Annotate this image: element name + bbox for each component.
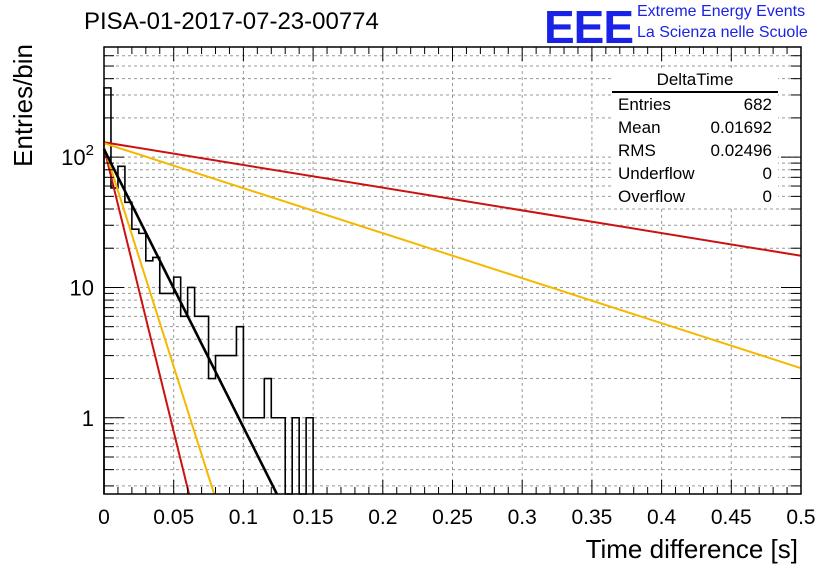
stats-value: 0.01692 (710, 118, 772, 137)
stats-row-entries: Entries 682 (612, 93, 778, 116)
stats-title: DeltaTime (612, 70, 778, 93)
x-tick-label: 0.4 (647, 506, 677, 529)
stats-box: DeltaTime Entries 682 Mean 0.01692 RMS 0… (612, 70, 778, 208)
fit-line-black (102, 148, 279, 495)
curve-orange-slow (103, 142, 802, 370)
stats-value: 0.02496 (710, 141, 772, 160)
histogram-bin (111, 188, 118, 494)
histogram-bin (153, 257, 160, 494)
stats-label: Underflow (618, 164, 695, 183)
x-axis-label: Time difference [s] (586, 534, 798, 564)
histogram-bin (278, 418, 285, 494)
stats-label: Mean (618, 118, 661, 137)
stats-row-overflow: Overflow 0 (612, 185, 778, 208)
logo-tagline-2: La Scienza nelle Scuole (637, 24, 808, 41)
x-tick-label: 0.25 (432, 506, 473, 529)
x-tick-label: 0.5 (786, 506, 815, 529)
x-tick-label: 0.2 (368, 506, 397, 529)
stats-label: Overflow (618, 187, 686, 206)
stats-row-rms: RMS 0.02496 (612, 139, 778, 162)
histogram-outline (103, 87, 314, 495)
y-axis-label: Entries/bin (8, 44, 38, 167)
histogram-bin (306, 418, 313, 494)
stats-row-underflow: Underflow 0 (612, 162, 778, 185)
stats-value: 682 (743, 95, 772, 114)
x-tick-label: 0.3 (508, 506, 537, 529)
grid-lines (104, 46, 801, 494)
logo-tagline-1: Extreme Energy Events (637, 3, 806, 20)
histogram-bin (222, 356, 229, 494)
y-tick-label: 10 (70, 275, 94, 300)
stats-value: 0 (762, 187, 772, 206)
histogram-bin (236, 327, 243, 494)
histogram-bin (229, 356, 236, 494)
x-tick-label: 0 (98, 506, 110, 529)
y-tick-label: 1 (82, 406, 94, 431)
x-tick-label: 0.45 (711, 506, 752, 529)
histogram-bin (167, 293, 174, 494)
x-tick-label: 0.1 (229, 506, 258, 529)
histogram-bin (292, 418, 299, 494)
eee-logo: EEE (544, 1, 634, 53)
fit-curves-layer (102, 141, 802, 495)
stats-label: Entries (618, 95, 671, 114)
x-tick-label: 0.15 (293, 506, 334, 529)
x-tick-label: 0.05 (153, 506, 194, 529)
stats-row-mean: Mean 0.01692 (612, 116, 778, 139)
stats-label: RMS (618, 141, 656, 160)
histogram-layer (103, 87, 314, 495)
y-tick-label: 102 (61, 142, 94, 170)
axis-ticks (103, 46, 802, 494)
curve-orange-fast (103, 146, 216, 495)
curve-red-slow (103, 141, 802, 257)
tick-labels: 0 0.05 0.1 0.15 0.2 0.25 0.3 0.35 0.4 0.45 0.5 1 10 1… (61, 142, 815, 529)
curve-red-fast (103, 147, 191, 495)
x-tick-label: 0.35 (571, 506, 612, 529)
histogram-title: PISA-01-2017-07-23-00774 (84, 8, 379, 35)
stats-value: 0 (762, 164, 772, 183)
